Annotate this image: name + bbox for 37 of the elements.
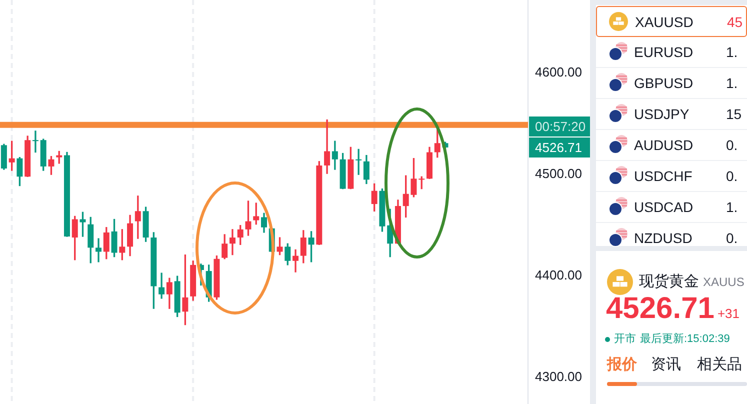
- text: XAUUS: [703, 274, 744, 291]
- y-tick-label: 4300.00: [535, 369, 582, 384]
- candlestick: [229, 229, 236, 256]
- candlestick: [96, 238, 102, 262]
- text: 4526.71: [606, 292, 714, 326]
- category-label: AUDUSD: [634, 137, 694, 153]
- y-tick-label: 4400.00: [535, 268, 582, 283]
- category-label: XAUUSD: [635, 14, 694, 30]
- text: 4526.71: [535, 140, 582, 156]
- category-label: USDCAD: [634, 199, 694, 215]
- category-label: EURUSD: [634, 44, 694, 60]
- text: 0.: [726, 137, 738, 153]
- text: 相关品: [697, 356, 742, 374]
- text: +31: [717, 306, 740, 322]
- candlestick: [292, 249, 299, 272]
- category-label: GBPUSD: [634, 75, 694, 91]
- text: 1.: [726, 199, 738, 215]
- text: 45: [727, 14, 743, 30]
- text: 资讯: [651, 356, 681, 374]
- text: 现货黄金: [639, 273, 699, 291]
- candlestick: [32, 130, 38, 153]
- candlestick: [158, 272, 165, 299]
- category-label: USDCHF: [634, 168, 692, 184]
- text: 15: [726, 106, 742, 122]
- text: 0.: [726, 168, 738, 184]
- text: 1.: [726, 44, 738, 60]
- y-tick-label: 4600.00: [535, 64, 582, 80]
- text: 00:57:20: [535, 119, 586, 134]
- text: 开市: [614, 332, 636, 346]
- candlestick: [356, 148, 362, 175]
- category-label: NZDUSD: [634, 230, 692, 246]
- category-label: USDJPY: [634, 106, 690, 122]
- y-tick-label: 4500.00: [535, 166, 582, 182]
- text: 最后更新:15:02:39: [640, 332, 730, 346]
- text: 0.: [726, 230, 738, 246]
- text: 报价: [607, 356, 637, 374]
- text: 1.: [726, 75, 738, 91]
